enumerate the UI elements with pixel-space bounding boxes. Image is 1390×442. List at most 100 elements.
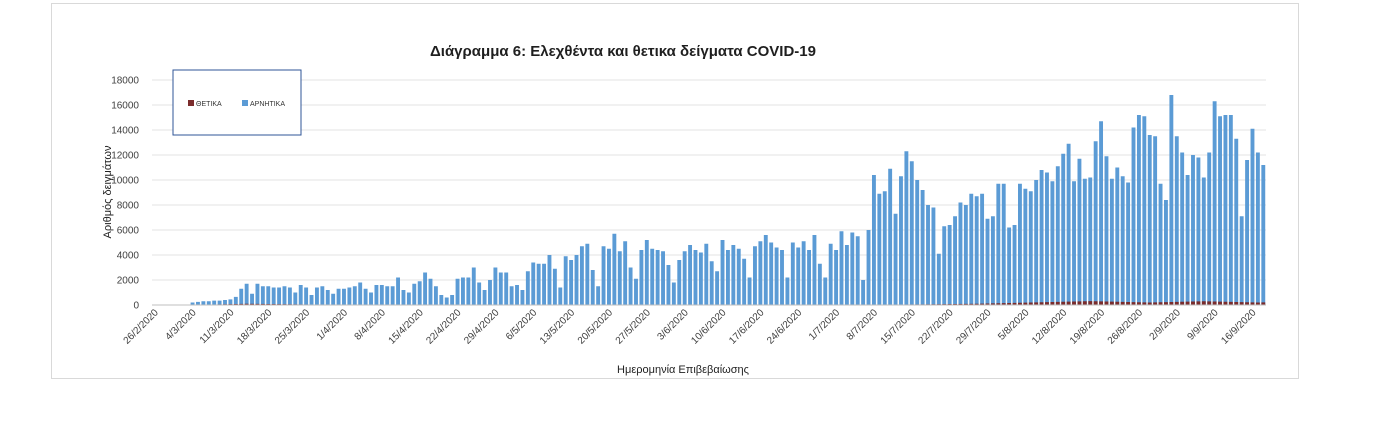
chart-title: Διάγραμμα 6: Ελεχθέντα και θετικα δείγμα…	[430, 43, 816, 60]
bar-negative	[1055, 166, 1060, 305]
legend-label-positive: ΘΕΤΙΚΑ	[196, 101, 222, 108]
bar-negative	[953, 216, 957, 305]
bar-negative	[1201, 177, 1206, 305]
bar-negative	[282, 286, 287, 305]
bar-negative	[1228, 115, 1233, 305]
bar-negative	[671, 282, 676, 305]
bar-negative	[1099, 121, 1104, 305]
bar-positive	[1158, 302, 1163, 305]
bar-negative	[693, 250, 698, 305]
bar-negative	[471, 267, 476, 305]
bar-negative	[569, 260, 574, 305]
bar-negative	[293, 292, 298, 305]
bar-negative	[531, 262, 536, 305]
x-tick-label: 18/3/2020	[235, 307, 275, 347]
bar-negative	[969, 193, 974, 305]
bar-negative	[639, 250, 644, 305]
bar-negative	[444, 297, 449, 305]
bar-negative	[488, 280, 492, 305]
bar-positive	[990, 303, 995, 306]
bar-negative	[1088, 177, 1093, 305]
bar-negative	[980, 193, 985, 305]
bar-negative	[433, 286, 438, 305]
bar-negative	[450, 295, 455, 305]
bar-negative	[1028, 191, 1033, 305]
bar-negative	[866, 230, 871, 305]
bar-negative	[736, 248, 741, 305]
bar-negative	[515, 285, 519, 305]
bar-negative	[406, 292, 411, 305]
bar-positive	[1099, 301, 1104, 306]
bar-positive	[1093, 301, 1098, 305]
bar-negative	[926, 205, 930, 305]
y-tick-label: 12000	[111, 151, 139, 162]
bar-negative	[369, 292, 373, 305]
bar-negative	[877, 193, 882, 305]
bar-negative	[1109, 178, 1114, 305]
bar-positive	[1061, 301, 1066, 305]
bar-positive	[1201, 301, 1206, 305]
bar-negative	[542, 263, 547, 305]
bar-negative	[277, 287, 282, 305]
y-axis-ticks: 0 2000 4000 6000 8000 10000 12000 14000 16000 180…	[111, 76, 139, 312]
bar-negative	[612, 233, 617, 305]
bar-positive	[1196, 301, 1201, 306]
bar-negative	[536, 263, 541, 305]
bar-negative	[634, 278, 638, 305]
bar-negative	[834, 250, 839, 305]
x-tick-label: 8/4/2020	[353, 307, 389, 343]
bar-negative	[601, 246, 606, 305]
bar-negative	[1034, 180, 1039, 305]
x-tick-label: 4/3/2020	[163, 307, 199, 343]
bar-negative	[1115, 167, 1120, 305]
bar-negative	[888, 168, 893, 305]
bar-positive	[244, 303, 249, 305]
bar-negative	[493, 267, 498, 305]
bar-negative	[1126, 182, 1131, 305]
x-tick-label: 15/4/2020	[387, 307, 427, 347]
bar-negative	[785, 277, 790, 305]
y-tick-label: 18000	[111, 76, 139, 87]
bar-negative	[1147, 135, 1152, 305]
x-tick-label: 17/6/2020	[727, 307, 767, 347]
bar-negative	[915, 180, 920, 305]
bar-positive	[1218, 301, 1222, 306]
bar-negative	[331, 293, 336, 305]
bar-negative	[807, 250, 811, 305]
bar-negative	[1255, 152, 1260, 305]
bar-negative	[931, 207, 936, 305]
bar-negative	[704, 243, 709, 305]
bar-negative	[774, 247, 779, 305]
bar-negative	[623, 241, 628, 305]
bar-positive	[1072, 301, 1076, 305]
bar-negative	[1158, 183, 1163, 305]
bar-negative	[942, 226, 947, 305]
bar-negative	[893, 213, 898, 305]
bar-negative	[1191, 155, 1195, 305]
bar-negative	[1239, 216, 1244, 305]
bar-positive	[958, 303, 963, 305]
bar-negative	[574, 255, 579, 305]
bar-negative	[466, 277, 471, 305]
bar-negative	[228, 299, 233, 306]
bar-negative	[1018, 183, 1022, 305]
bar-negative	[1164, 200, 1168, 305]
bar-negative	[758, 241, 763, 305]
bar-negative	[563, 256, 568, 305]
bar-positive	[250, 303, 254, 305]
y-tick-label: 4000	[117, 251, 140, 262]
x-tick-label: 10/6/2020	[689, 307, 729, 347]
bar-positive	[974, 303, 979, 305]
bar-negative	[244, 283, 249, 305]
bar-negative	[255, 283, 260, 305]
bar-negative	[347, 287, 352, 305]
bar-negative	[763, 235, 768, 305]
bar-negative	[963, 205, 968, 305]
bar-negative	[920, 190, 925, 305]
bar-negative	[850, 232, 855, 305]
bar-negative	[525, 271, 530, 305]
bar-negative	[812, 235, 817, 305]
x-tick-label: 8/7/2020	[845, 307, 881, 343]
bar-positive	[1088, 301, 1093, 306]
bar-negative	[1082, 178, 1087, 305]
